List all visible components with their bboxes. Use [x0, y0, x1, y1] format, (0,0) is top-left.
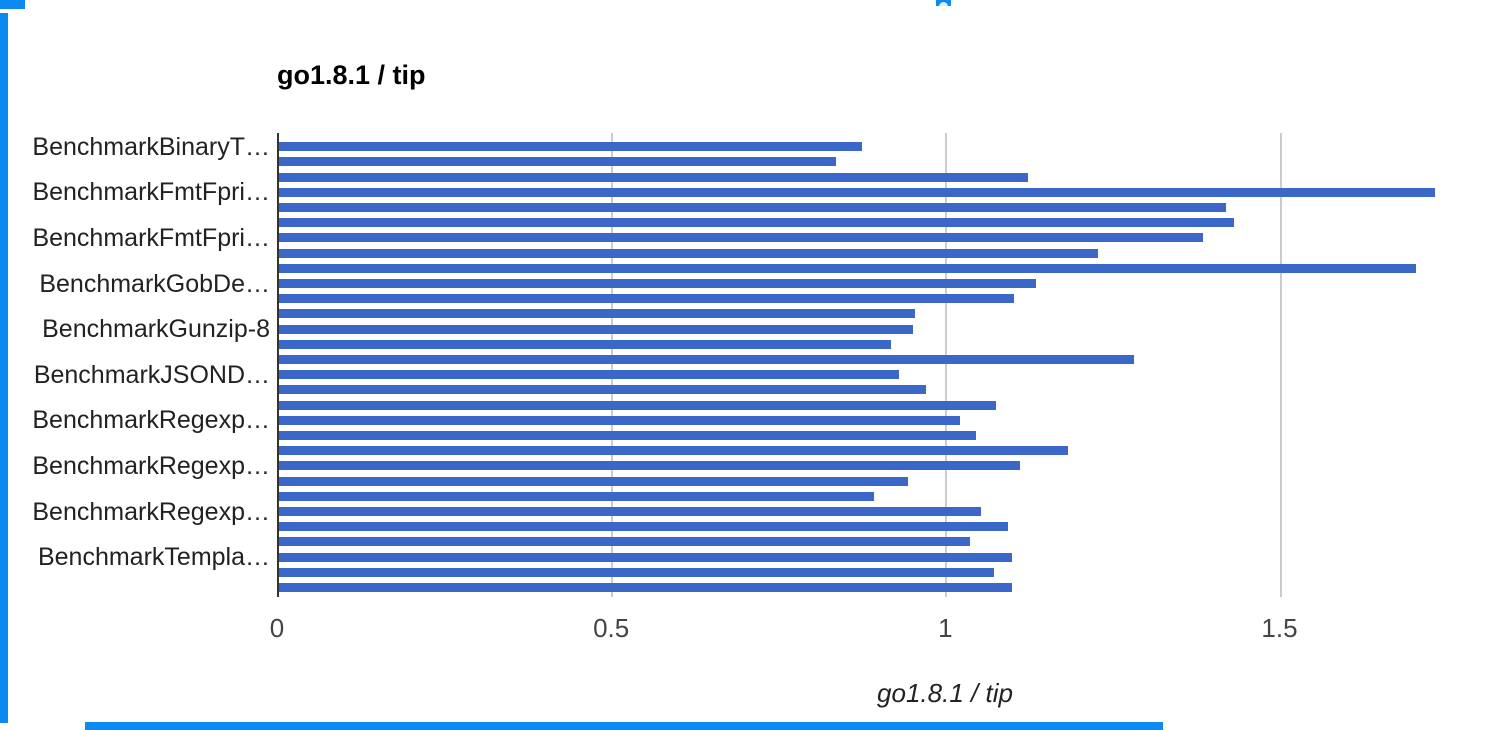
bar[interactable]	[279, 157, 837, 167]
bar[interactable]	[279, 507, 982, 516]
bottom-edge-highlight	[85, 722, 1163, 730]
bar[interactable]	[279, 233, 1203, 243]
bar[interactable]	[279, 339, 891, 349]
bar[interactable]	[279, 324, 913, 334]
bar[interactable]	[279, 552, 1013, 562]
x-tick-label: 1.5	[1261, 613, 1298, 643]
bar[interactable]	[279, 461, 1021, 471]
y-axis-label: BenchmarkRegexp…	[32, 498, 270, 525]
x-axis-title: go1.8.1 / tip	[877, 678, 1013, 708]
bar[interactable]	[279, 415, 961, 425]
plot-area	[277, 133, 1480, 597]
y-axis-label: BenchmarkTempla…	[37, 544, 270, 571]
top-left-corner-handle	[0, 0, 25, 9]
gridline	[611, 133, 614, 597]
bar[interactable]	[279, 187, 1435, 197]
bar[interactable]	[279, 263, 1416, 273]
bar[interactable]	[279, 522, 1009, 532]
x-tick-label: 0.5	[593, 613, 630, 643]
bar[interactable]	[279, 172, 1029, 182]
gridline	[1279, 133, 1282, 597]
y-axis-label: BenchmarkGunzip-8	[42, 316, 270, 343]
y-axis-label: BenchmarkRegexp…	[32, 407, 270, 434]
x-tick-label: 0	[269, 613, 285, 643]
gridline	[945, 133, 948, 597]
left-edge-highlight	[0, 13, 8, 723]
bar[interactable]	[279, 309, 916, 319]
bar[interactable]	[279, 385, 926, 395]
bar[interactable]	[279, 583, 1013, 592]
bar[interactable]	[279, 294, 1015, 304]
bar[interactable]	[279, 400, 997, 410]
y-axis-label: BenchmarkGobDe…	[39, 270, 270, 297]
bar[interactable]	[279, 248, 1099, 258]
bar[interactable]	[279, 431, 977, 440]
bar[interactable]	[279, 279, 1037, 288]
bar[interactable]	[279, 203, 1227, 212]
y-axis-label: BenchmarkJSOND…	[33, 361, 270, 388]
bar[interactable]	[279, 476, 908, 486]
bar[interactable]	[279, 370, 899, 380]
chart-title: go1.8.1 / tip	[277, 60, 426, 90]
y-axis-label: BenchmarkFmtFpri…	[32, 224, 270, 251]
bar[interactable]	[279, 355, 1134, 364]
y-axis-label: BenchmarkRegexp…	[32, 452, 270, 479]
bar[interactable]	[279, 491, 874, 501]
bar[interactable]	[279, 567, 995, 577]
clipped-favicon-icon	[936, 0, 951, 6]
x-tick-label: 1	[938, 613, 953, 643]
y-axis-label: BenchmarkBinaryT…	[32, 133, 270, 160]
bar[interactable]	[279, 218, 1235, 228]
bar[interactable]	[279, 537, 971, 547]
y-axis-label: BenchmarkFmtFpri…	[32, 179, 270, 206]
bar[interactable]	[279, 446, 1069, 456]
bar[interactable]	[279, 142, 863, 152]
clipped-favicon-arc	[939, 2, 948, 6]
zero-axis-line	[277, 133, 279, 597]
